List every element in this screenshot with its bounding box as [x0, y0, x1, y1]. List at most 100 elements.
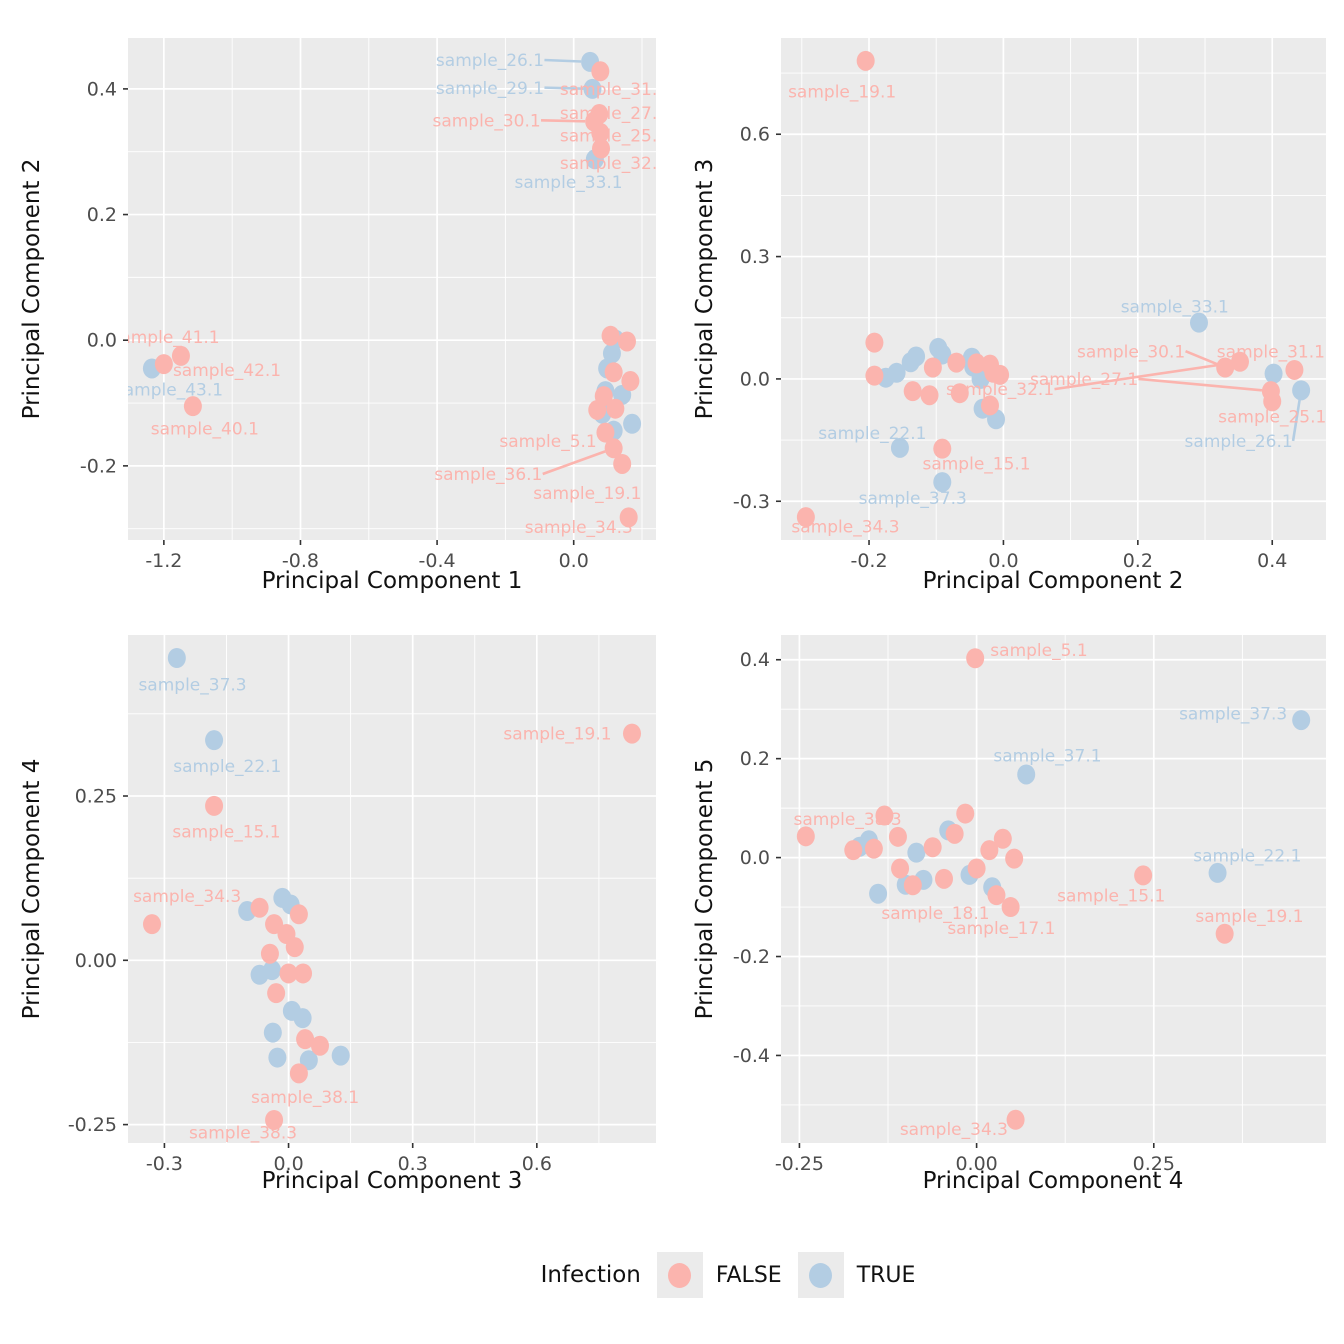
data-point [907, 842, 926, 863]
data-point [183, 396, 202, 417]
x-tick-label: 0.0 [273, 1153, 303, 1175]
data-point [602, 343, 621, 364]
x-tick-label: -0.8 [282, 550, 319, 572]
data-point [250, 897, 269, 918]
data-point [617, 331, 636, 352]
sample-label: sample_19.1 [533, 484, 641, 504]
data-point [1005, 848, 1024, 869]
sample-label: sample_5.1 [499, 432, 596, 452]
x-tick-label: -0.4 [419, 550, 456, 572]
sample-label: sample_37.3 [859, 489, 967, 509]
data-point [591, 122, 610, 143]
x-tick-label: -0.3 [146, 1153, 183, 1175]
x-tick-label: -1.2 [145, 550, 182, 572]
y-tick-label: -0.2 [80, 455, 117, 477]
data-point [293, 1008, 312, 1029]
label-leader-line [1138, 377, 1263, 392]
data-point [263, 1022, 282, 1043]
data-point [1208, 862, 1227, 883]
data-point [890, 437, 909, 458]
x-axis-title-pc4: Principal Component 4 [922, 1168, 1184, 1194]
data-point [903, 381, 922, 402]
label-leader-line [1054, 361, 1232, 391]
legend-key-true [797, 1252, 844, 1298]
sample-label: sample_42.1 [173, 361, 281, 381]
y-tick-label: 0.0 [740, 368, 770, 390]
legend-item-true: TRUE [797, 1252, 916, 1298]
data-point [260, 943, 279, 964]
sample-label: sample_15.1 [922, 454, 1030, 474]
y-tick-label: 0.2 [740, 748, 770, 770]
data-point [907, 346, 926, 367]
data-point [1017, 764, 1036, 785]
data-point [331, 1045, 350, 1066]
sample-label: sample_19.1 [503, 725, 611, 745]
data-point [875, 805, 894, 826]
y-tick-label: -0.25 [68, 1114, 117, 1136]
panel-pc4-vs-pc5: -0.25 0.00 0.25 -0.4 -0.2 0.0 0.2 0.4 sample_37.… [733, 635, 1326, 1175]
panel-content: sample_37.3 sample_22.1 sample_15.1 sample_… [133, 648, 641, 1144]
sample-label: sample_32.1 [560, 154, 668, 174]
data-point [1189, 312, 1208, 333]
sample-label: sample_38.3 [189, 1124, 297, 1144]
data-point [796, 507, 815, 528]
y-tick-label: 0.3 [740, 246, 770, 268]
sample-label: sample_37.3 [1179, 704, 1287, 724]
sample-label: sample_31.1 [1217, 342, 1325, 362]
panel-content: sample_37.3 sample_37.1 sample_22.1 sample_… [794, 641, 1311, 1140]
data-point [606, 398, 625, 419]
label-leader-line [540, 119, 586, 123]
y-tick-label: 0.2 [87, 204, 117, 226]
x-tick-label: -0.2 [850, 550, 887, 572]
data-point [299, 1050, 318, 1071]
data-point [991, 364, 1010, 385]
sample-label: sample_19.1 [1195, 907, 1303, 927]
data-point [1006, 1109, 1025, 1130]
label-leader-line [544, 86, 584, 90]
data-point [1285, 359, 1304, 380]
data-point [888, 826, 907, 847]
sample-label: sample_5.1 [990, 641, 1087, 661]
data-point [604, 362, 623, 383]
data-point [796, 826, 815, 847]
data-point [865, 365, 884, 386]
false-dot-icon [668, 1262, 692, 1288]
data-point [613, 453, 632, 474]
data-point [285, 937, 304, 958]
data-point [619, 507, 638, 528]
x-tick-label: 0.6 [522, 1153, 552, 1175]
data-point [267, 983, 286, 1004]
data-point [844, 840, 863, 861]
data-point [869, 883, 888, 904]
x-axis-title-pc3: Principal Component 3 [261, 1168, 523, 1194]
x-tick-label: 0.0 [988, 550, 1018, 572]
data-point [1215, 923, 1234, 944]
data-point [294, 963, 313, 984]
sample-label: sample_37.1 [993, 746, 1101, 766]
sample-label: sample_27.1 [1030, 370, 1138, 390]
data-point [601, 325, 620, 346]
sample-label: sample_19.1 [788, 83, 896, 103]
x-tick-label: 0.00 [955, 1153, 997, 1175]
data-point [171, 345, 190, 366]
legend-title: Infection [540, 1262, 641, 1288]
data-point [865, 332, 884, 353]
panel-background [781, 38, 1326, 540]
data-point [887, 362, 906, 383]
sample-label: sample_27.1 [560, 104, 668, 124]
sample-label: sample_34.3 [900, 1120, 1008, 1140]
data-point [966, 648, 985, 669]
sample-label: sample_18.1 [881, 904, 989, 924]
legend-label-true: TRUE [856, 1262, 916, 1288]
data-point [950, 383, 969, 404]
sample-label: sample_15.1 [1057, 886, 1165, 906]
label-leader-line [1291, 399, 1302, 442]
data-point [891, 858, 910, 879]
data-point [993, 828, 1012, 849]
x-tick-label: 0.25 [1133, 1153, 1175, 1175]
sample-label: sample_40.1 [151, 419, 259, 439]
data-point [588, 399, 607, 420]
data-point [933, 438, 952, 459]
data-point [935, 868, 954, 889]
